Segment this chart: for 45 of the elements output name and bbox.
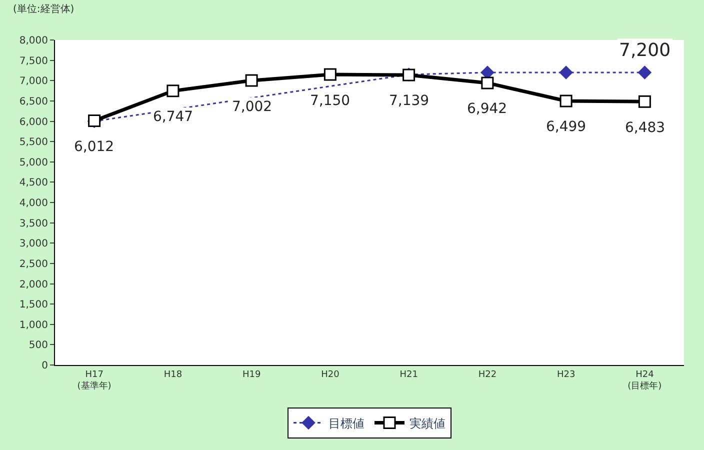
- y-tick-label: 4,500: [19, 178, 48, 189]
- point: [559, 66, 573, 80]
- x-tick-label: H22: [478, 370, 497, 380]
- y-tick-label: 8,000: [19, 36, 48, 46]
- point: [560, 94, 572, 108]
- y-tick-label: 1,000: [19, 320, 48, 331]
- point: [481, 76, 494, 90]
- y-tick-label: 5,500: [19, 137, 48, 148]
- legend-label: 実績値: [410, 416, 446, 430]
- x-tick-label: H17 (基準年): [77, 370, 112, 392]
- point: [324, 68, 336, 81]
- data-label: 7,200: [619, 40, 671, 61]
- y-tick-label: 4,000: [19, 198, 48, 209]
- text: (単位:経営体): [13, 3, 74, 15]
- data-label: 6,942: [467, 101, 508, 117]
- y-tick-label: 2,500: [19, 258, 48, 270]
- y-tick-label: 3,500: [19, 218, 48, 230]
- data-label: 6,483: [625, 120, 666, 136]
- data-label: 6,499: [546, 119, 586, 135]
- data-label: 7,002: [232, 99, 272, 115]
- data-label: 6,747: [153, 109, 194, 125]
- y-tick-label: 5,000: [19, 157, 48, 168]
- point: [245, 74, 258, 87]
- y-tick-label: 2,000: [19, 279, 48, 290]
- point: [638, 95, 651, 108]
- data-label: 7,150: [310, 93, 350, 109]
- legend-label: 目標値: [328, 416, 364, 430]
- y-tick-label: 1,500: [19, 300, 48, 311]
- y-tick-label: 6,500: [19, 96, 48, 108]
- y-tick-label: 500: [28, 340, 48, 352]
- y-tick-label: 3,000: [19, 238, 48, 250]
- x-tick-label: H19: [242, 370, 261, 380]
- y-tick-label: 7,500: [19, 56, 48, 67]
- y-tick-label: 7,000: [19, 76, 48, 88]
- y-tick-label: 6,000: [19, 116, 48, 128]
- data-label: 7,139: [389, 93, 430, 109]
- x-tick-label: H18: [164, 370, 182, 380]
- point: [638, 66, 652, 80]
- y-tick-label: 0: [42, 360, 48, 372]
- x-tick-label: H24 (目標年): [628, 370, 662, 392]
- x-tick-label: H20: [321, 370, 340, 380]
- point: [166, 84, 180, 98]
- x-tick-label: H21: [400, 370, 418, 380]
- x-tick-label: H23: [556, 370, 576, 380]
- data-label: 6,012: [74, 139, 114, 155]
